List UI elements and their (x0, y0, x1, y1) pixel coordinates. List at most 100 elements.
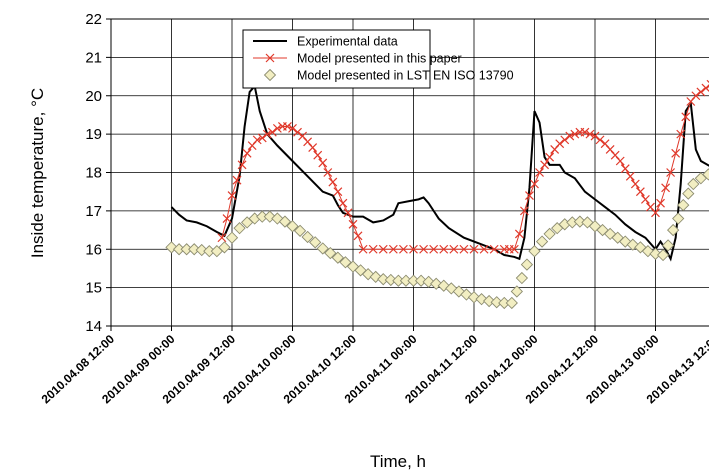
data-point (309, 236, 322, 249)
data-point (195, 243, 208, 257)
data-point (514, 229, 524, 239)
series-line (170, 83, 709, 262)
data-point (346, 260, 360, 273)
data-point (520, 258, 534, 271)
legend-label: Experimental data (297, 35, 398, 49)
legend-label: Model presented in this paper (297, 52, 462, 66)
data-point (672, 212, 685, 225)
y-tick-label: 18 (85, 165, 102, 182)
data-point (525, 191, 534, 200)
data-point (555, 139, 565, 149)
data-point (237, 160, 247, 170)
data-point (460, 288, 473, 301)
series-model-this-paper (217, 79, 709, 254)
data-point (475, 293, 488, 306)
data-point (343, 208, 353, 218)
data-point (377, 273, 390, 286)
data-point (267, 127, 277, 137)
data-point (227, 191, 237, 200)
data-point (409, 244, 418, 254)
y-tick-label: 15 (85, 280, 102, 297)
y-tick-labels: 14 15 16 17 18 19 20 21 22 (85, 11, 111, 335)
y-tick-label: 14 (85, 318, 102, 335)
data-point (263, 210, 276, 223)
data-point (283, 122, 292, 131)
y-tick-label: 22 (85, 11, 102, 28)
data-point (640, 194, 650, 204)
data-point (293, 127, 302, 137)
data-point (293, 224, 307, 237)
y-tick-label: 19 (85, 126, 102, 143)
data-point (671, 148, 681, 158)
legend-box (242, 29, 431, 89)
data-point (348, 219, 358, 229)
data-point (422, 275, 435, 289)
data-point (368, 244, 378, 254)
data-point (414, 274, 428, 287)
data-point (467, 291, 481, 304)
data-point (217, 233, 227, 243)
data-point (439, 244, 449, 254)
data-point (630, 179, 640, 189)
data-point (252, 135, 262, 145)
data-point (611, 231, 624, 244)
legend-label: Model presented in LST EN ISO 13790 (297, 69, 514, 83)
data-point (509, 244, 519, 254)
data-point (535, 235, 549, 248)
data-point (286, 220, 299, 233)
data-point (339, 256, 352, 269)
data-point (331, 251, 345, 264)
data-point (651, 208, 660, 218)
data-point (272, 123, 282, 133)
data-point (233, 222, 246, 235)
data-point (702, 168, 709, 181)
data-point (479, 244, 489, 254)
data-point (677, 198, 690, 212)
data-point (585, 129, 595, 139)
data-point (232, 175, 242, 185)
data-point (691, 91, 701, 101)
data-point (218, 241, 231, 254)
data-point (687, 177, 700, 191)
data-point (540, 160, 550, 170)
legend-swatch-marker (263, 68, 277, 82)
data-point (338, 198, 348, 208)
data-point (288, 123, 297, 133)
data-point (316, 242, 329, 255)
data-point (378, 244, 388, 254)
data-point (656, 198, 665, 208)
y-tick-label: 16 (85, 241, 102, 258)
data-point (225, 231, 239, 244)
data-point (676, 129, 686, 139)
data-point (596, 223, 609, 237)
legend-swatch-marker (265, 53, 275, 63)
data-point (333, 187, 343, 197)
data-point (301, 230, 314, 244)
data-point (510, 285, 523, 298)
data-point (388, 244, 398, 254)
data-point (706, 79, 709, 89)
data-point (313, 150, 323, 160)
data-point (429, 244, 439, 254)
data-point (324, 246, 337, 260)
y-tick-label: 20 (85, 88, 102, 105)
data-point (328, 177, 338, 187)
data-point (369, 270, 382, 284)
data-point (361, 268, 375, 281)
data-point (384, 273, 397, 287)
data-point (515, 271, 529, 285)
data-point (489, 244, 499, 254)
legend-item: Model presented in LST EN ISO 13790 (263, 68, 514, 83)
data-point (257, 133, 267, 143)
data-point (459, 244, 469, 254)
data-point (358, 244, 368, 254)
legend-item: Experimental data (253, 35, 398, 49)
data-point (398, 244, 408, 254)
data-point (667, 223, 680, 237)
data-point (641, 245, 655, 258)
data-point (545, 152, 555, 162)
y-tick-label: 17 (85, 203, 102, 220)
data-point (430, 277, 443, 290)
data-point (656, 248, 670, 262)
data-point (590, 131, 600, 141)
